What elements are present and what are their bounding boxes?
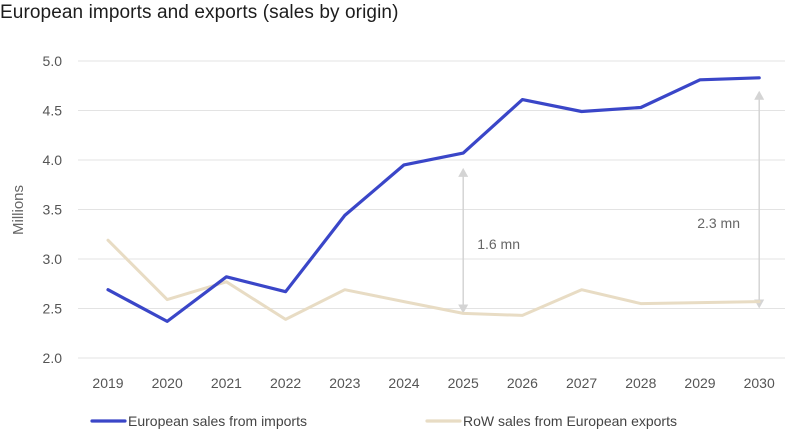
y-tick-label: 2.0 [43,350,63,366]
y-tick-label: 3.0 [43,251,63,267]
x-tick-label: 2028 [625,375,656,391]
annotation-label: 1.6 mn [477,236,520,252]
x-tick-label: 2029 [684,375,715,391]
x-tick-label: 2021 [211,375,242,391]
y-axis-ticks: 2.0 2.5 3.0 3.5 4.0 4.5 5.0 [43,53,63,366]
y-axis-label: Millions [10,185,27,235]
x-tick-label: 2030 [744,375,775,391]
series-lines [106,76,761,323]
annotation-arrowhead-up [754,90,765,100]
x-tick-label: 2027 [566,375,597,391]
y-tick-label: 4.0 [43,152,63,168]
annotations: 1.6 mn 2.3 mn [458,90,765,314]
annotation-label: 2.3 mn [697,215,740,231]
legend-label: RoW sales from European exports [463,413,677,429]
y-tick-label: 2.5 [43,301,63,317]
x-tick-label: 2022 [270,375,301,391]
y-tick-label: 5.0 [43,53,63,69]
y-tick-label: 3.5 [43,202,63,218]
x-tick-label: 2026 [507,375,538,391]
annotation-arrowhead-down [458,304,469,314]
x-tick-label: 2024 [388,375,419,391]
x-tick-label: 2023 [329,375,360,391]
series-line-imports [106,76,761,323]
annotation-arrowhead-up [458,167,469,177]
x-tick-label: 2020 [152,375,183,391]
chart-title: European imports and exports (sales by o… [0,2,399,23]
gridlines [78,60,785,359]
legend: European sales from imports RoW sales fro… [90,413,677,429]
legend-label: European sales from imports [128,413,307,429]
y-tick-label: 4.5 [43,103,63,119]
x-tick-label: 2025 [448,375,479,391]
x-tick-label: 2019 [92,375,123,391]
x-axis-ticks: 2019 2020 2021 2022 2023 2024 2025 2026 2027 2028… [92,375,775,391]
series-line-exports [106,238,761,321]
